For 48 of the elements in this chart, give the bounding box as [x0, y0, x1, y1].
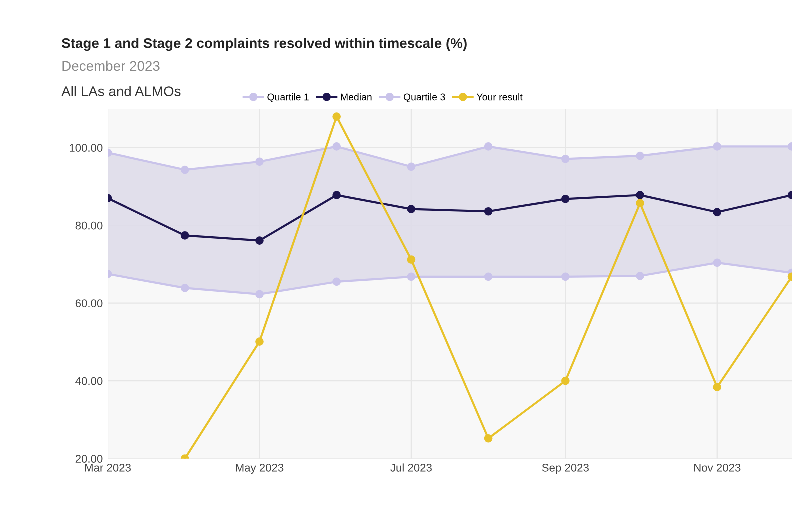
legend-label: Median	[341, 94, 372, 101]
point	[180, 232, 190, 240]
point	[332, 278, 341, 286]
y-tick-label: 100.00	[70, 144, 103, 152]
legend-title: All LAs and ALMOs	[62, 86, 181, 96]
point	[713, 208, 722, 217]
point	[484, 272, 493, 282]
y-tick-label: 20.00	[76, 455, 103, 463]
point	[180, 284, 190, 292]
point	[713, 142, 722, 151]
point	[256, 236, 264, 245]
point	[332, 112, 341, 121]
legend-label: Quartile 3	[404, 94, 446, 102]
point	[561, 376, 570, 386]
chart-subtitle: December 2023	[62, 60, 160, 72]
y-tick-label: 80.00	[76, 222, 103, 230]
point	[484, 142, 493, 151]
point	[407, 272, 416, 282]
point	[636, 152, 644, 160]
point	[407, 162, 416, 172]
point	[332, 191, 341, 200]
point	[180, 166, 190, 174]
x-tick-label: Jul 2023	[390, 464, 432, 472]
point	[332, 142, 341, 151]
point	[407, 205, 416, 214]
x-tick-label: Mar 2023	[85, 464, 131, 472]
point	[561, 272, 570, 282]
point	[407, 256, 416, 264]
point	[636, 191, 644, 200]
x-tick-label: Nov 2023	[694, 464, 741, 472]
point	[636, 199, 644, 208]
point	[256, 290, 264, 299]
legend-label: Your result	[476, 94, 523, 101]
point	[256, 158, 264, 166]
legend-label: Quartile 1	[268, 94, 309, 102]
point	[636, 272, 644, 280]
point	[256, 338, 264, 346]
x-tick-label: Sep 2023	[542, 464, 589, 474]
point	[484, 434, 493, 443]
x-tick-label: May 2023	[236, 464, 284, 474]
point	[713, 383, 722, 392]
point	[713, 258, 722, 268]
point	[484, 207, 493, 216]
chart-title: Stage 1 and Stage 2 complaints resolved within timescale (%)	[62, 38, 467, 52]
point	[561, 195, 570, 204]
point	[561, 154, 570, 164]
y-tick-label: 60.00	[76, 300, 103, 308]
y-tick-label: 40.00	[76, 377, 103, 386]
